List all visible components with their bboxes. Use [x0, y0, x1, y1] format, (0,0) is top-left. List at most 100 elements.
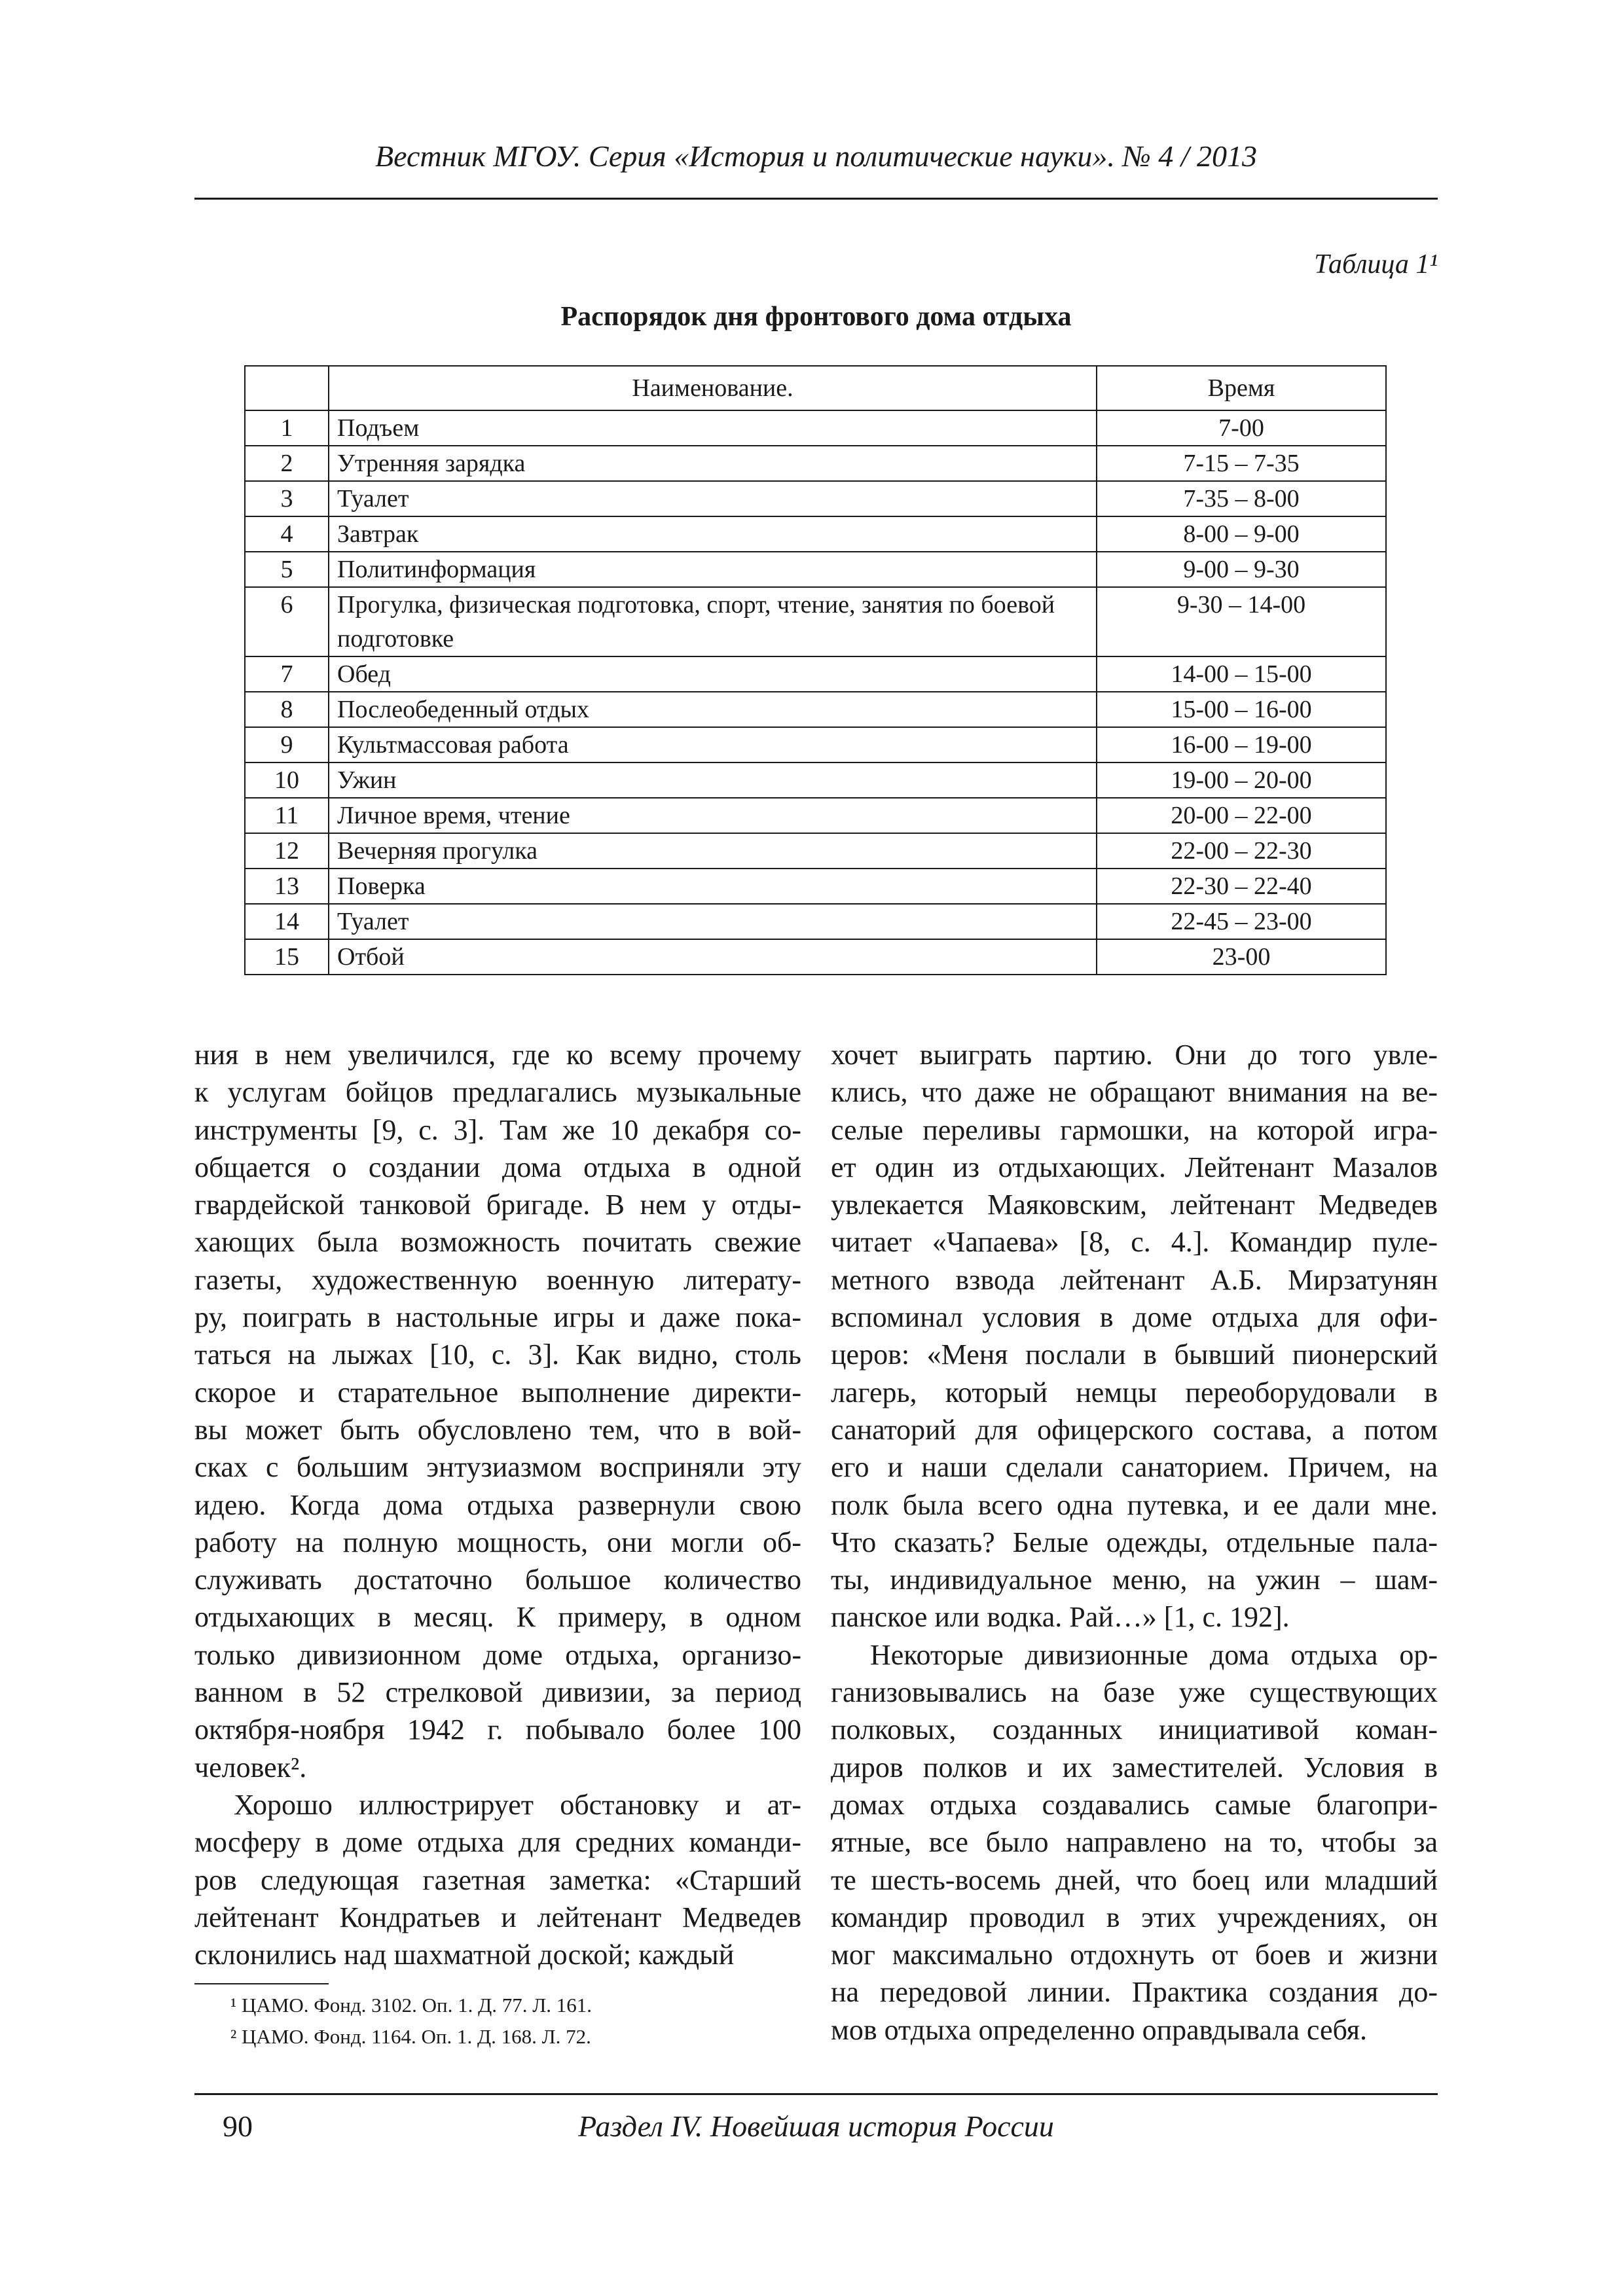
row-time: 14-00 – 15-00 — [1096, 656, 1387, 692]
text-line: полковых, созданных инициативой коман- — [831, 1713, 1438, 1746]
row-activity: Туалет — [328, 480, 1097, 517]
row-activity: Послеобеденный отдых — [328, 691, 1097, 728]
row-activity: Завтрак — [328, 516, 1097, 552]
text-line: на передовой линии. Практика создания до… — [831, 1976, 1438, 2009]
row-number: 3 — [244, 480, 329, 517]
running-header: Вестник МГОУ. Серия «История и политичес… — [375, 139, 1257, 173]
text-line: полк была всего одна путевка, и ее дали … — [831, 1488, 1438, 1521]
table-row: 2 Утренняя зарядка 7-15 – 7-35 — [244, 445, 1387, 482]
text-line: хающих была возможность почитать свежие — [194, 1226, 801, 1259]
page-number: 90 — [223, 2109, 253, 2143]
table-row: 3 Туалет 7-35 – 8-00 — [244, 480, 1387, 517]
text-line: ния в нем увеличился, где ко всему проче… — [194, 1039, 801, 1071]
text-line: служивать достаточно большое количество — [194, 1564, 801, 1596]
row-activity: Поверка — [328, 868, 1097, 905]
row-number: 14 — [244, 903, 329, 940]
row-activity: Подъем — [328, 410, 1097, 446]
text-line: работу на полную мощность, они могли об- — [194, 1526, 801, 1558]
row-activity: Обед — [328, 656, 1097, 692]
table-row: 6 Прогулка, физическая подготовка, спорт,… — [244, 586, 1387, 657]
table-row: 10 Ужин 19-00 – 20-00 — [244, 762, 1387, 798]
row-time: 22-00 – 22-30 — [1096, 833, 1387, 869]
text-line: ятные, все было направлено на то, чтобы … — [831, 1826, 1438, 1859]
table-label: Таблица 1¹ — [1314, 249, 1438, 279]
row-number: 11 — [244, 797, 329, 834]
text-line: метного взвода лейтенант А.Б. Мирзатунян — [831, 1263, 1438, 1296]
text-line: лейтенант Кондратьев и лейтенант Медведе… — [194, 1901, 801, 1933]
row-time: 22-30 – 22-40 — [1096, 868, 1387, 905]
footnote-1: ¹ ЦАМО. Фонд. 3102. Оп. 1. Д. 77. Л. 161… — [230, 1994, 593, 2017]
text-line: к услугам бойцов предлагались музыкальны… — [194, 1076, 801, 1109]
column-header-time: Время — [1096, 365, 1387, 411]
row-time: 15-00 – 16-00 — [1096, 691, 1387, 728]
text-line: ванном в 52 стрелковой дивизии, за перио… — [194, 1676, 801, 1709]
row-time: 22-45 – 23-00 — [1096, 903, 1387, 940]
row-time: 7-00 — [1096, 410, 1387, 446]
left-column: ния в нем увеличился, где ко всему проче… — [194, 1036, 801, 1973]
row-time: 9-00 – 9-30 — [1096, 551, 1387, 588]
footnotes: ¹ ЦАМО. Фонд. 3102. Оп. 1. Д. 77. Л. 161… — [230, 1990, 592, 2053]
text-line: гвардейской танковой бригаде. В нем у от… — [194, 1189, 801, 1221]
table-row: 12 Вечерняя прогулка 22-00 – 22-30 — [244, 833, 1387, 869]
table-row: 13 Поверка 22-30 – 22-40 — [244, 868, 1387, 905]
row-number: 1 — [244, 410, 329, 446]
table-row: 11 Личное время, чтение 20-00 – 22-00 — [244, 797, 1387, 834]
text-line: увлекается Маяковским, лейтенант Медведе… — [831, 1189, 1438, 1221]
text-line: только дивизионном доме отдыха, организо… — [194, 1638, 801, 1671]
text-line: человек². — [194, 1751, 307, 1784]
row-time: 19-00 – 20-00 — [1096, 762, 1387, 798]
text-line: домах отдыха создавались самые благопри- — [831, 1788, 1438, 1821]
schedule-table: Наименование. Время 1 Подъем 7-00 2 Утренняя… — [244, 365, 1387, 975]
row-number: 9 — [244, 726, 329, 763]
table-row: 15 Отбой 23-00 — [244, 939, 1387, 975]
row-activity: Утренняя зарядка — [328, 445, 1097, 482]
text-line: ру, поиграть в настольные игры и даже по… — [194, 1301, 801, 1334]
row-time: 20-00 – 22-00 — [1096, 797, 1387, 834]
right-column: хочет выиграть партию. Они до того увле-… — [831, 1036, 1438, 2049]
row-activity: Вечерняя прогулка — [328, 833, 1097, 869]
table-row: 8 Послеобеденный отдых 15-00 – 16-00 — [244, 691, 1387, 728]
row-time: 9-30 – 14-00 — [1096, 586, 1387, 657]
text-line: мог максимально отдохнуть от боев и жизн… — [831, 1939, 1438, 1971]
table-row: 7 Обед 14-00 – 15-00 — [244, 656, 1387, 692]
text-line: селые переливы гармошки, на которой игра… — [831, 1113, 1438, 1146]
row-number: 15 — [244, 939, 329, 975]
table-row: 9 Культмассовая работа 16-00 – 19-00 — [244, 726, 1387, 763]
row-number: 8 — [244, 691, 329, 728]
footnote-rule — [194, 1983, 329, 1984]
row-activity: Ужин — [328, 762, 1097, 798]
row-number: 2 — [244, 445, 329, 482]
row-activity: Личное время, чтение — [328, 797, 1097, 834]
row-time: 7-15 – 7-35 — [1096, 445, 1387, 482]
row-time: 8-00 – 9-00 — [1096, 516, 1387, 552]
text-line: мов отдыха определенно оправдывала себя. — [831, 2013, 1368, 2046]
text-line: идею. Когда дома отдыха развернули свою — [194, 1488, 801, 1521]
row-number: 6 — [244, 586, 329, 657]
row-time: 16-00 – 19-00 — [1096, 726, 1387, 763]
row-number: 4 — [244, 516, 329, 552]
text-line: общается о создании дома отдыха в одной — [194, 1151, 801, 1183]
text-line: ганизовывались на базе уже существующих — [831, 1676, 1438, 1709]
text-line: ет один из отдыхающих. Лейтенант Мазалов — [831, 1151, 1438, 1183]
row-activity: Культмассовая работа — [328, 726, 1097, 763]
text-line: его и наши сделали санаторием. Причем, н… — [831, 1451, 1438, 1484]
text-line: скорое и старательное выполнение директи… — [194, 1376, 801, 1408]
text-line: санаторий для офицерского состава, а пот… — [831, 1413, 1438, 1446]
text-line: диров полков и их заместителей. Условия … — [831, 1751, 1438, 1784]
text-line: те шесть-восемь дней, что боец или младш… — [831, 1863, 1438, 1896]
footnote-2: ² ЦАМО. Фонд. 1164. Оп. 1. Д. 168. Л. 72… — [230, 2025, 591, 2048]
text-line: таться на лыжах [10, с. 3]. Как видно, с… — [194, 1338, 801, 1371]
column-header-name: Наименование. — [328, 365, 1097, 411]
text-line: Некоторые дивизионные дома отдыха ор- — [870, 1638, 1438, 1671]
text-line: сках с большим энтузиазмом восприняли эт… — [194, 1451, 801, 1484]
text-line: октября-ноября 1942 г. побывало более 10… — [194, 1713, 801, 1746]
text-line: хочет выиграть партию. Они до того увле- — [831, 1039, 1438, 1071]
footer-rule — [194, 2093, 1438, 2095]
row-activity: Туалет — [328, 903, 1097, 940]
text-line: клись, что даже не обращают внимания на … — [831, 1076, 1438, 1109]
text-line: командир проводил в этих учреждениях, он — [831, 1901, 1438, 1933]
table-header-row: Наименование. Время — [244, 365, 1387, 411]
text-line: инструменты [9, с. 3]. Там же 10 декабря… — [194, 1113, 801, 1146]
text-line: читает «Чапаева» [8, с. 4.]. Командир пу… — [831, 1226, 1438, 1259]
text-line: панское или водка. Рай…» [1, с. 192]. — [831, 1601, 1290, 1634]
